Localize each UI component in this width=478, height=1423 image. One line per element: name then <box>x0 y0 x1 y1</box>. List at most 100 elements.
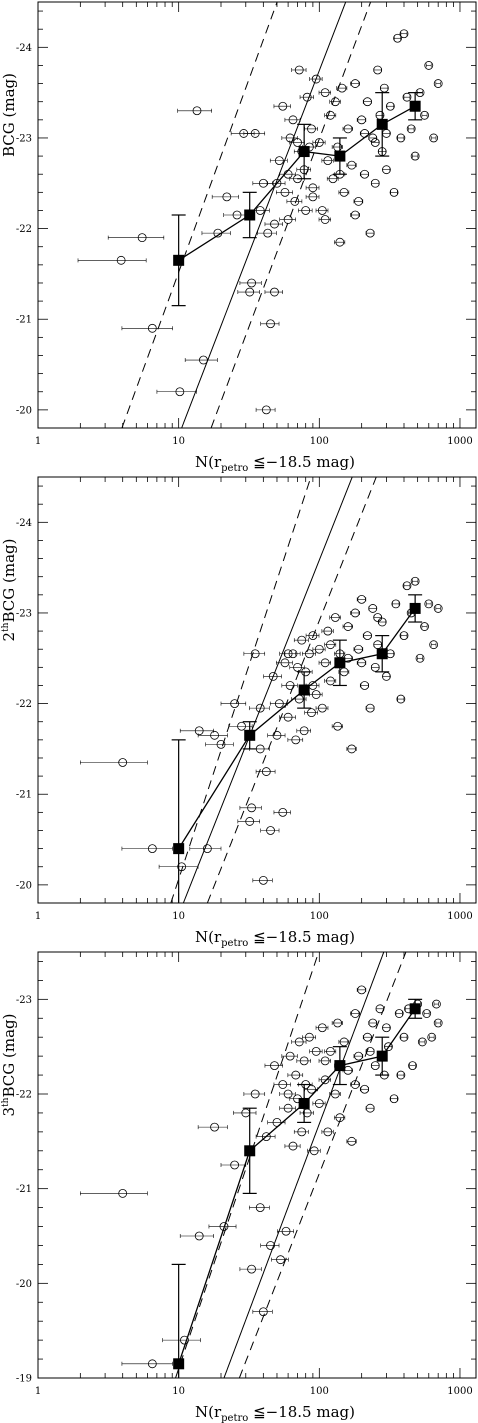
chart-panel-3: 1 10 100 1000 -19 -20 -21 -22 -23 N(rpetro ≦−18.5… <box>0 951 477 1423</box>
data-point <box>247 803 256 813</box>
x-tick-label: 1000 <box>447 436 472 447</box>
data-point <box>347 744 357 754</box>
mean-relation-line <box>178 608 416 849</box>
data-point <box>266 826 275 835</box>
data-point <box>432 999 441 1009</box>
data-point <box>429 640 439 650</box>
data-point <box>283 1103 293 1113</box>
y-tick-label: -20 <box>16 880 32 891</box>
data-point <box>368 1018 378 1028</box>
data-point <box>433 604 443 613</box>
data-point <box>247 1264 256 1274</box>
x-axis-label: N(rpetro ≦−18.5 mag) <box>195 453 355 474</box>
y-axis-label: 2thBCG (mag) <box>0 539 18 642</box>
data-point <box>368 133 378 143</box>
data-point <box>216 739 226 749</box>
data-point <box>373 613 383 622</box>
data-point <box>424 61 434 70</box>
data-point <box>393 33 402 43</box>
data-point <box>309 1146 319 1156</box>
model-curve-solid <box>223 952 385 1378</box>
data-point <box>433 79 443 88</box>
data-point <box>385 101 395 111</box>
data-point <box>290 197 300 206</box>
mean-point <box>244 209 256 221</box>
data-point <box>350 608 360 618</box>
plot-area <box>80 952 443 1378</box>
data-point <box>230 1160 240 1170</box>
plot-area <box>77 2 443 428</box>
model-curve-dashed-lower <box>206 477 377 903</box>
data-point <box>307 708 316 718</box>
data-point <box>219 1222 229 1231</box>
mean-point <box>376 118 388 130</box>
chart-panel-2: 1 10 100 1000 -20 -21 -22 -23 -24 N(rpetro ≦−18.5… <box>0 476 477 949</box>
data-point <box>202 844 212 854</box>
data-point <box>270 219 279 229</box>
data-point <box>357 658 367 668</box>
data-point <box>283 1089 293 1099</box>
data-point <box>317 703 327 713</box>
data-point <box>326 1047 335 1056</box>
data-point <box>317 206 327 215</box>
data-point <box>323 1127 333 1137</box>
y-tick-label: -20 <box>16 405 32 416</box>
data-point <box>285 1051 295 1061</box>
data-point <box>343 622 353 631</box>
data-point <box>147 323 157 333</box>
data-point <box>263 228 273 238</box>
mean-point <box>298 146 310 158</box>
data-point <box>255 1203 265 1212</box>
x-tick-label: 10 <box>172 436 185 447</box>
data-point <box>255 703 265 713</box>
mean-point <box>334 150 346 162</box>
data-point <box>360 1084 370 1094</box>
data-point <box>247 278 256 288</box>
data-point <box>278 101 288 111</box>
chart-panel-1: 1 10 100 1000 -20 -21 -22 -23 -24 N(rpetro ≦−18.5… <box>0 1 477 474</box>
data-point <box>274 156 284 166</box>
data-point <box>294 1037 304 1047</box>
y-axis-label: 3thBCG (mag) <box>0 1014 18 1117</box>
mean-point <box>244 1145 256 1157</box>
data-point <box>365 228 375 238</box>
data-point <box>350 79 360 88</box>
data-point <box>266 1241 275 1250</box>
data-point <box>415 653 425 663</box>
data-point <box>280 187 290 197</box>
data-point <box>194 726 204 736</box>
data-point <box>396 694 406 704</box>
mean-point <box>298 684 310 696</box>
data-point <box>420 622 429 631</box>
data-point <box>424 599 434 609</box>
data-point <box>293 138 302 147</box>
data-point <box>347 160 357 170</box>
data-point <box>365 1103 375 1113</box>
y-tick-label: -22 <box>16 224 32 235</box>
data-point <box>278 1080 288 1089</box>
data-point <box>307 124 316 134</box>
data-point <box>299 726 309 736</box>
data-point <box>245 287 255 297</box>
mean-point <box>376 648 388 660</box>
data-point <box>417 1037 427 1047</box>
y-tick-label: -19 <box>16 1374 32 1385</box>
x-axis-label: N(rpetro ≦−18.5 mag) <box>195 928 355 949</box>
data-point <box>363 631 372 641</box>
data-point <box>258 1307 268 1317</box>
data-point <box>250 1089 260 1099</box>
plot-area <box>80 477 443 903</box>
data-point <box>261 405 271 415</box>
data-point <box>420 110 429 120</box>
data-point <box>278 807 288 817</box>
data-point <box>326 110 335 120</box>
data-point <box>339 1037 349 1047</box>
data-point <box>311 74 321 84</box>
data-point <box>347 1136 357 1146</box>
mean-point <box>173 1358 185 1370</box>
data-point <box>408 1061 417 1070</box>
data-point <box>337 83 347 93</box>
x-tick-label: 1 <box>35 911 41 922</box>
data-point <box>320 215 330 224</box>
data-point <box>307 1084 316 1094</box>
